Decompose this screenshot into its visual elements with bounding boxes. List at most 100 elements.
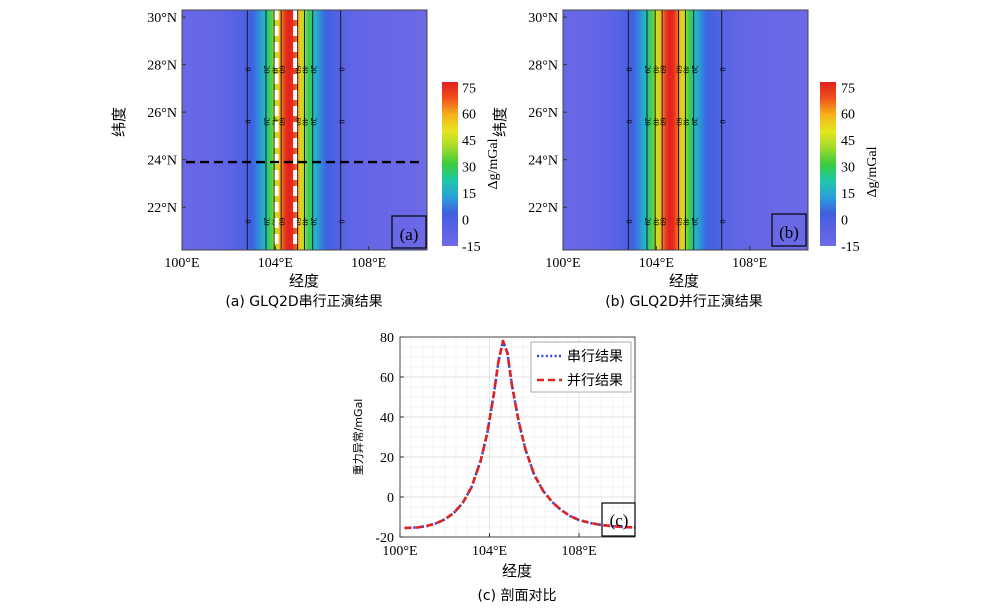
colorbar-tick-label: 45 bbox=[841, 134, 855, 149]
panel-b-contours: 0000002020202020204040404040406060606060… bbox=[624, 10, 727, 250]
colorbar-tick-label: 15 bbox=[841, 187, 855, 202]
contour-label-40: 40 bbox=[270, 65, 279, 73]
x-tick-label: 108°E bbox=[351, 256, 386, 271]
panel-a-frame bbox=[181, 9, 428, 251]
contour-label-0: 0 bbox=[718, 219, 727, 223]
panel-a-y-ticks: 22°N 24°N 26°N 28°N 30°N bbox=[147, 11, 186, 216]
contour-label-60: 60 bbox=[658, 65, 667, 73]
panel-b-y-ticks: 22°N 24°N 26°N 28°N 30°N bbox=[528, 11, 567, 216]
contour-label-60: 60 bbox=[294, 217, 303, 225]
panel-c-series bbox=[404, 339, 636, 530]
colorbar-tick-label: -15 bbox=[841, 240, 860, 255]
y-tick-label: 80 bbox=[380, 331, 394, 346]
contour-label-0: 0 bbox=[337, 219, 346, 223]
contour-label-40: 40 bbox=[682, 217, 691, 225]
panel-a-ylabel: 纬度 bbox=[110, 107, 128, 137]
panel-a-heatmap: 0000002020202020204040404040406060606060… bbox=[110, 9, 501, 310]
y-tick-label: 22°N bbox=[147, 201, 177, 216]
x-tick-label: 104°E bbox=[258, 256, 293, 271]
panel-c-ylabel: 重力异常/mGal bbox=[351, 399, 365, 476]
contour-label-20: 20 bbox=[643, 118, 652, 126]
panel-c-y-ticks: 80 60 40 20 0 -20 bbox=[375, 331, 404, 546]
contour-label-20: 20 bbox=[643, 217, 652, 225]
contour-label-40: 40 bbox=[301, 118, 310, 126]
x-tick-label: 108°E bbox=[561, 544, 596, 559]
y-tick-label: 30°N bbox=[528, 11, 558, 26]
x-tick-label: 100°E bbox=[545, 256, 580, 271]
contour-label-40: 40 bbox=[301, 65, 310, 73]
panel-a-overlays bbox=[186, 10, 423, 250]
y-tick-label: -20 bbox=[375, 531, 394, 546]
y-tick-label: 22°N bbox=[528, 201, 558, 216]
panel-c-xlabel: 经度 bbox=[502, 562, 532, 580]
x-tick-label: 104°E bbox=[472, 544, 507, 559]
panel-b-x-ticks: 100°E 104°E 108°E bbox=[545, 246, 767, 271]
contour-label-60: 60 bbox=[675, 118, 684, 126]
y-tick-label: 26°N bbox=[528, 106, 558, 121]
series-line-parallel bbox=[404, 339, 636, 530]
y-tick-label: 40 bbox=[380, 411, 394, 426]
x-tick-label: 104°E bbox=[639, 256, 674, 271]
contour-label-40: 40 bbox=[682, 118, 691, 126]
contour-label-20: 20 bbox=[690, 65, 699, 73]
panel-c-tag: (c) bbox=[610, 511, 629, 530]
colorbar-tick-label: 30 bbox=[841, 161, 855, 176]
contour-label-60: 60 bbox=[277, 65, 286, 73]
contour-label-20: 20 bbox=[262, 217, 271, 225]
contour-label-0: 0 bbox=[718, 67, 727, 71]
panel-a-caption: (a) GLQ2D串行正演结果 bbox=[225, 294, 382, 310]
colorbar-tick-label: 0 bbox=[841, 214, 848, 229]
colorbar-tick-label: 75 bbox=[841, 81, 855, 96]
contour-label-0: 0 bbox=[243, 67, 252, 71]
contour-label-40: 40 bbox=[301, 217, 310, 225]
y-tick-label: 28°N bbox=[528, 59, 558, 74]
panel-c-caption: (c) 剖面对比 bbox=[477, 588, 556, 604]
contour-label-40: 40 bbox=[651, 217, 660, 225]
contour-label-20: 20 bbox=[690, 118, 699, 126]
panel-c-legend: 串行结果 并行结果 bbox=[530, 341, 632, 393]
contour-label-60: 60 bbox=[658, 217, 667, 225]
x-tick-label: 100°E bbox=[382, 544, 417, 559]
panel-b-frame bbox=[562, 9, 809, 251]
legend-serial-label: 串行结果 bbox=[567, 349, 623, 365]
contour-label-0: 0 bbox=[718, 120, 727, 124]
panel-b-ylabel: 纬度 bbox=[491, 107, 509, 137]
contour-label-0: 0 bbox=[243, 120, 252, 124]
panel-c-x-ticks: 100°E 104°E 108°E bbox=[382, 533, 597, 559]
contour-label-0: 0 bbox=[624, 67, 633, 71]
legend-box bbox=[530, 341, 632, 393]
contour-label-60: 60 bbox=[658, 118, 667, 126]
contour-label-60: 60 bbox=[277, 217, 286, 225]
panel-b-tag: (b) bbox=[779, 223, 799, 242]
y-tick-label: 28°N bbox=[147, 59, 177, 74]
panel-b-tag-box bbox=[771, 213, 807, 247]
contour-label-0: 0 bbox=[624, 120, 633, 124]
panel-c-line-chart: 100°E 104°E 108°E 80 60 40 20 0 -20 串行结果 并行结果 (… bbox=[351, 331, 636, 604]
panel-a-colorbar bbox=[442, 82, 458, 246]
panel-a-contours: 0000002020202020204040404040406060606060… bbox=[243, 10, 346, 250]
y-tick-label: 0 bbox=[387, 491, 394, 506]
contour-label-60: 60 bbox=[294, 65, 303, 73]
contour-label-40: 40 bbox=[651, 118, 660, 126]
colorbar-tick-label: 75 bbox=[462, 81, 476, 96]
contour-label-60: 60 bbox=[675, 217, 684, 225]
colorbar-tick-label: 60 bbox=[462, 108, 476, 123]
contour-label-20: 20 bbox=[690, 217, 699, 225]
panel-b-colorbar bbox=[820, 82, 836, 246]
panel-b-caption: (b) GLQ2D并行正演结果 bbox=[605, 294, 763, 310]
panel-a-tag-box bbox=[391, 215, 427, 249]
contour-label-0: 0 bbox=[337, 120, 346, 124]
panel-b-heatmap: 0000002020202020204040404040406060606060… bbox=[491, 9, 880, 310]
panel-a-tag: (a) bbox=[400, 225, 419, 244]
contour-label-0: 0 bbox=[337, 67, 346, 71]
colorbar-tick-label: 60 bbox=[841, 108, 855, 123]
colorbar-tick-label: 15 bbox=[462, 187, 476, 202]
contour-label-0: 0 bbox=[243, 219, 252, 223]
x-tick-label: 100°E bbox=[164, 256, 199, 271]
contour-label-60: 60 bbox=[294, 118, 303, 126]
contour-label-40: 40 bbox=[651, 65, 660, 73]
legend-parallel-label: 并行结果 bbox=[567, 373, 623, 389]
panel-a-colorbar-ticks: 75 60 45 30 15 0 -15 bbox=[462, 81, 481, 255]
panel-a-colorbar-label: Δg/mGal bbox=[486, 138, 501, 189]
